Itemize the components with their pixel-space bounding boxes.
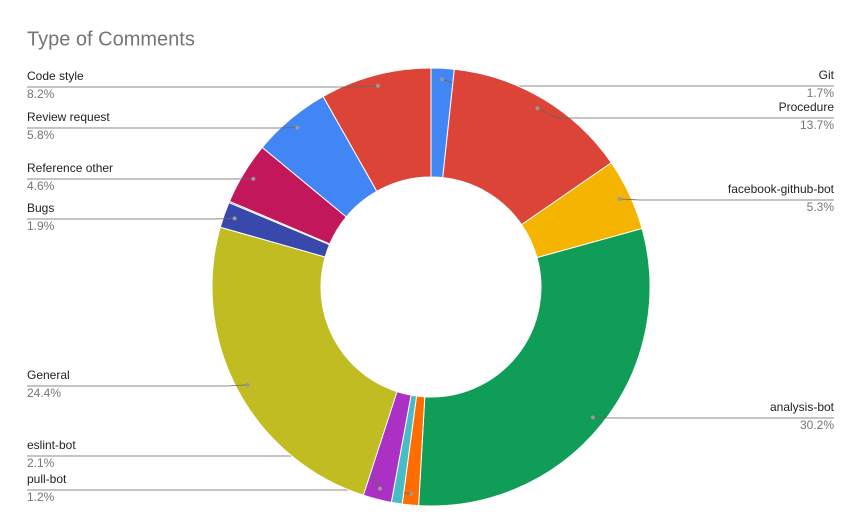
chart-title: Type of Comments — [27, 28, 195, 50]
slice-value-label: 1.9% — [27, 219, 55, 233]
slice-label: Git — [819, 68, 835, 82]
leader-dot — [590, 415, 595, 420]
slice — [211, 226, 398, 496]
slice-label: General — [27, 368, 70, 382]
slice-value-label: 5.8% — [27, 128, 55, 142]
slice-label: eslint-bot — [27, 438, 76, 452]
leader-line — [27, 85, 379, 88]
leader-dot — [617, 197, 622, 202]
leader-line — [27, 384, 248, 387]
slice-value-label: 1.7% — [807, 86, 835, 100]
slice-value-label: 30.2% — [800, 418, 834, 432]
leader-line — [27, 217, 235, 220]
slice-value-label: 24.4% — [27, 386, 61, 400]
slice-value-label: 2.1% — [27, 456, 55, 470]
slice — [322, 67, 432, 192]
slice-value-label: 1.2% — [27, 490, 55, 504]
leader-dot — [440, 77, 445, 82]
slice-label: Review request — [27, 110, 110, 124]
leader-dot — [232, 216, 237, 221]
slice-label: Code style — [27, 69, 84, 83]
slice-label: Bugs — [27, 201, 54, 215]
slice-label: pull-bot — [27, 472, 67, 486]
slice-value-label: 8.2% — [27, 87, 55, 101]
leader-dot — [245, 382, 250, 387]
slice — [418, 227, 651, 507]
leader-line — [619, 198, 834, 201]
slice-label: analysis-bot — [770, 400, 835, 414]
leader-dot — [295, 125, 300, 130]
leader-dot — [251, 176, 256, 181]
slice-value-label: 5.3% — [807, 200, 835, 214]
leader-dot — [376, 83, 381, 88]
leader-line — [537, 107, 834, 119]
slice-label: Reference other — [27, 161, 113, 175]
slice-label: Procedure — [779, 100, 835, 114]
leader-dot — [377, 486, 382, 491]
slice — [442, 68, 613, 226]
slice-label: facebook-github-bot — [728, 182, 835, 196]
leader-dot — [409, 492, 414, 497]
slice-value-label: 4.6% — [27, 179, 55, 193]
slice-value-label: 13.7% — [800, 118, 834, 132]
leader-dot — [535, 106, 540, 111]
